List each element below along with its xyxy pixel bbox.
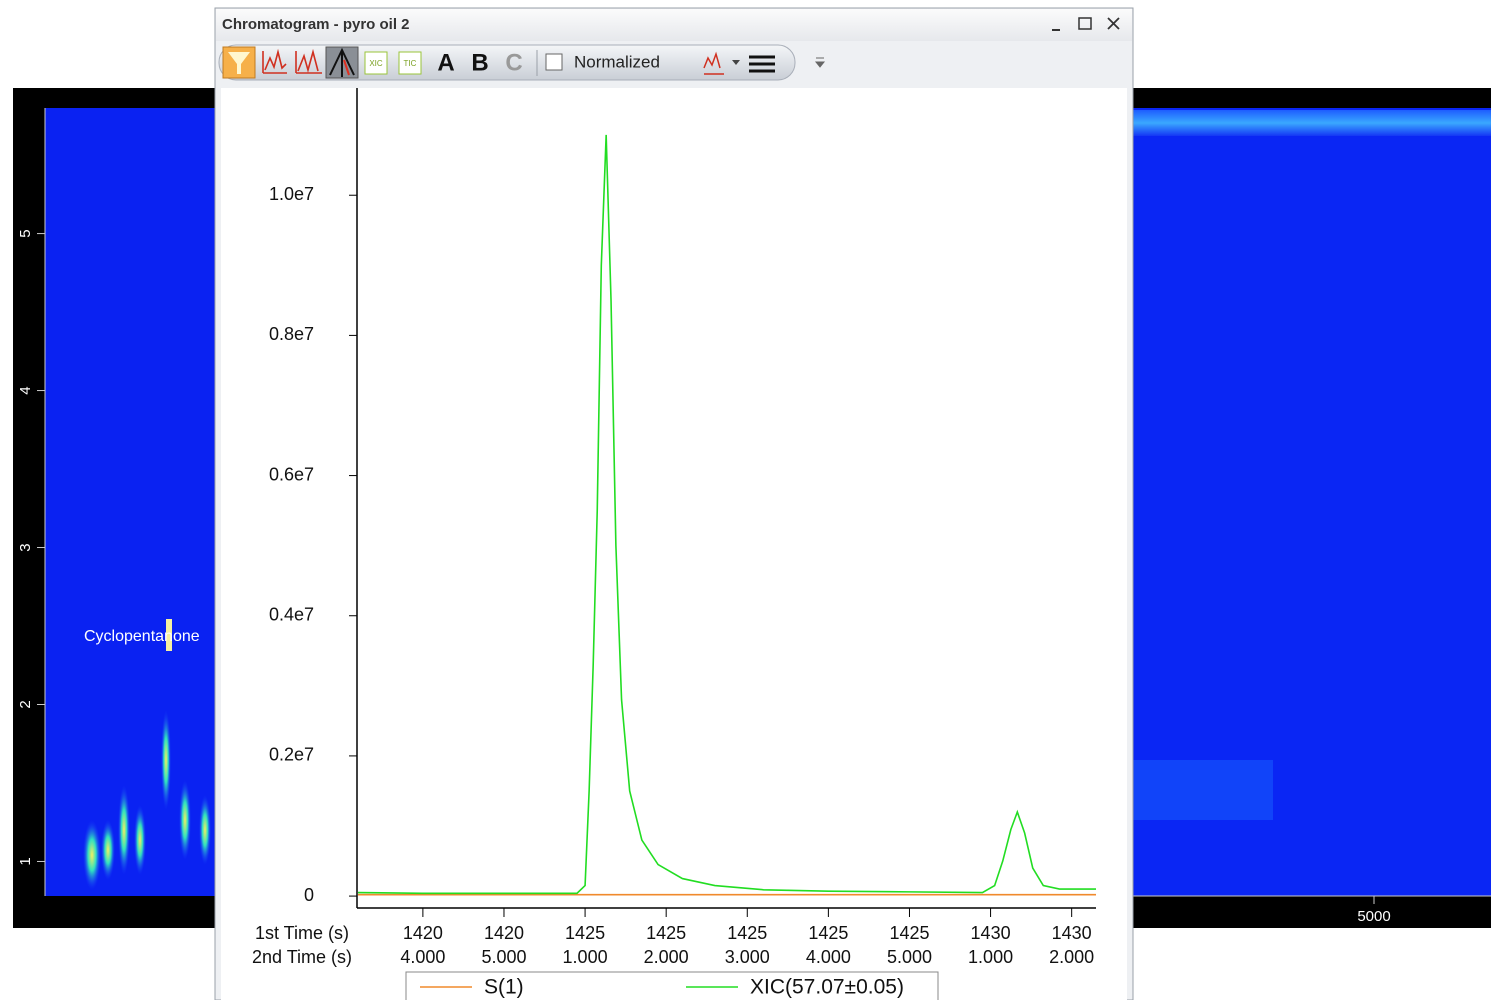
normalized-checkbox[interactable] [545, 53, 563, 71]
chart: 0 0.2e7 0.4e7 0.6e7 0.8e7 1.0e7 1st Time (s) 2n… [252, 88, 1096, 1000]
x-tick-label: 1430 [1052, 923, 1092, 943]
chrom-button[interactable] [261, 48, 289, 76]
heatmap-blob [101, 820, 115, 880]
x-tick-label: 2.000 [644, 947, 689, 967]
heatmap-blob [199, 795, 211, 865]
heatmap-blob [161, 710, 171, 810]
y-tick-label: 3 [17, 543, 34, 551]
heatmap-blob [134, 805, 146, 875]
title-bar [216, 9, 1132, 41]
heatmap-band [1133, 110, 1491, 136]
line-width-button[interactable] [749, 55, 775, 73]
left-ticks: 1 2 3 4 5 [17, 229, 45, 866]
heatmap-blob [118, 785, 130, 875]
plot-background [221, 88, 1127, 1000]
y-tick-label: 1.0e7 [269, 184, 314, 204]
x-tick-label: 3.000 [725, 947, 770, 967]
x-tick-label: 1420 [484, 923, 524, 943]
chromatogram-window: Chromatogram - pyro oil 2 XIC TIC A B C … [214, 7, 1134, 1000]
x-tick-label: 4.000 [400, 947, 445, 967]
heatmap-area [1133, 108, 1491, 896]
b-button[interactable]: B [471, 49, 488, 76]
chrom-icon [262, 48, 287, 74]
peak-icon [329, 47, 355, 77]
y-tick-label: 4 [17, 386, 34, 394]
x-tick-label: 1425 [727, 923, 767, 943]
c-button[interactable]: C [505, 49, 522, 76]
filter-icon [228, 52, 250, 74]
peak-icon-accent [343, 59, 350, 76]
legend-label: S(1) [484, 976, 524, 999]
x-tick-label: 4.000 [806, 947, 851, 967]
series-line [358, 134, 1096, 895]
a-button[interactable]: A [437, 49, 454, 76]
window-title: Chromatogram - pyro oil 2 [222, 16, 410, 33]
marker [166, 619, 172, 651]
right-heatmap: 5000 [1133, 88, 1491, 928]
maximize-button[interactable] [1078, 17, 1092, 30]
y-tick-label: 0.6e7 [269, 464, 314, 484]
x-tick-label: 1425 [646, 923, 686, 943]
x-tick-label: 1.000 [563, 947, 608, 967]
legend-box [405, 971, 939, 1000]
y-tick-label: 0 [304, 885, 314, 905]
peaks-icon [295, 48, 322, 74]
tic-button-label: TIC [404, 59, 417, 68]
x-tick-label: 1420 [403, 923, 443, 943]
x-axis-title: 1st Time (s) [255, 923, 349, 943]
heatmap-blob [179, 780, 191, 860]
y-tick-label: 0.2e7 [269, 745, 314, 765]
heatmap-blob [83, 820, 101, 890]
dropdown-arrow[interactable] [732, 60, 740, 65]
x-axis-title: 2nd Time (s) [252, 947, 352, 967]
y-tick-label: 5 [17, 229, 34, 237]
x-tick-label: 1425 [565, 923, 605, 943]
x-tick-label: 1.000 [968, 947, 1013, 967]
toolbar [218, 44, 796, 81]
heatmap-haze [1133, 760, 1273, 820]
y-tick-label: 0.8e7 [269, 324, 314, 344]
x-tick-label: 1425 [808, 923, 848, 943]
y-tick-label: 0.4e7 [269, 604, 314, 624]
close-button[interactable] [1107, 17, 1120, 30]
xic-button[interactable] [364, 51, 388, 75]
toolbar-overflow[interactable] [814, 57, 826, 68]
y-tick-label: 2 [17, 700, 34, 708]
peaks-button[interactable] [295, 48, 322, 74]
x-tick-label: 5000 [1357, 908, 1390, 925]
x-tick-label: 2.000 [1049, 947, 1094, 967]
xic-button-label: XIC [369, 59, 383, 68]
x-tick-label: 5.000 [481, 947, 526, 967]
y-tick-label: 1 [17, 857, 34, 865]
x-tick-label: 5.000 [887, 947, 932, 967]
heatmap-area [45, 108, 215, 896]
style-button[interactable] [703, 51, 724, 75]
normalized-label: Normalized [574, 52, 660, 71]
left-heatmap: 1 2 3 4 5 Cyclopentanone [13, 88, 215, 928]
legend-label: XIC(57.07±0.05) [750, 976, 904, 999]
x-tick-label: 1430 [971, 923, 1011, 943]
compound-label: Cyclopentanone [84, 628, 200, 645]
tic-button[interactable] [398, 51, 422, 75]
x-tick-label: 1425 [889, 923, 929, 943]
